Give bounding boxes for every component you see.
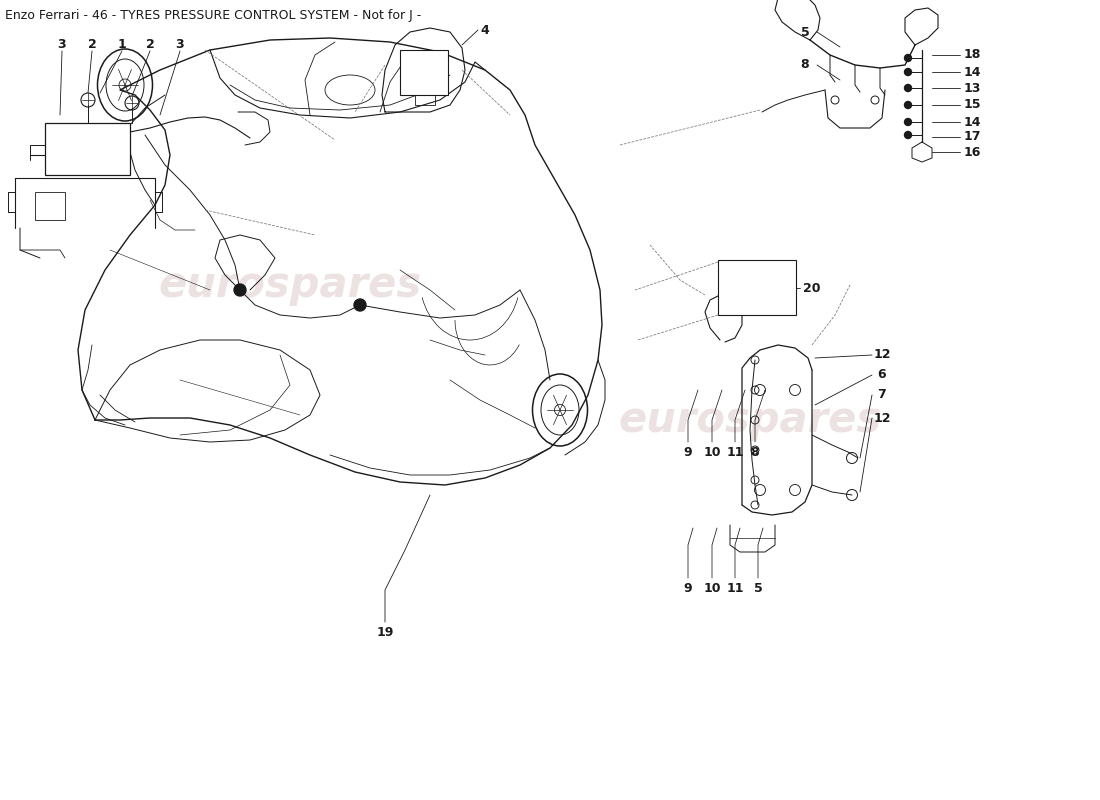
Text: 2: 2	[145, 38, 154, 50]
Circle shape	[234, 284, 246, 296]
FancyBboxPatch shape	[400, 50, 448, 95]
Text: 1: 1	[118, 38, 127, 50]
Text: 19: 19	[376, 626, 394, 638]
Text: 8: 8	[801, 58, 810, 71]
Text: 14: 14	[964, 66, 981, 78]
Text: 11: 11	[726, 582, 744, 594]
Text: 5: 5	[801, 26, 810, 38]
Text: 15: 15	[964, 98, 981, 111]
Text: 14: 14	[964, 115, 981, 129]
Circle shape	[904, 85, 912, 91]
Text: 17: 17	[964, 130, 981, 143]
Text: 3: 3	[57, 38, 66, 50]
Text: 12: 12	[873, 349, 891, 362]
Text: 13: 13	[964, 82, 981, 94]
FancyBboxPatch shape	[45, 123, 130, 175]
Text: 10: 10	[703, 582, 720, 594]
Text: 7: 7	[878, 389, 887, 402]
Text: 9: 9	[684, 582, 692, 594]
FancyBboxPatch shape	[35, 192, 65, 220]
FancyBboxPatch shape	[718, 260, 796, 315]
Text: eurospares: eurospares	[158, 264, 421, 306]
Circle shape	[904, 102, 912, 109]
Text: 12: 12	[873, 411, 891, 425]
Text: Enzo Ferrari - 46 - TYRES PRESSURE CONTROL SYSTEM - Not for J -: Enzo Ferrari - 46 - TYRES PRESSURE CONTR…	[6, 9, 421, 22]
Text: 8: 8	[750, 446, 759, 458]
Text: 2: 2	[88, 38, 97, 50]
Text: 20: 20	[803, 282, 821, 294]
Circle shape	[904, 54, 912, 62]
Text: 18: 18	[964, 49, 981, 62]
Circle shape	[904, 131, 912, 138]
Circle shape	[904, 118, 912, 126]
Text: 5: 5	[754, 582, 762, 594]
Text: 4: 4	[481, 23, 490, 37]
Text: 11: 11	[726, 446, 744, 458]
Text: 16: 16	[964, 146, 981, 158]
Text: 10: 10	[703, 446, 720, 458]
Text: 3: 3	[176, 38, 185, 50]
Text: eurospares: eurospares	[618, 399, 881, 441]
Text: 9: 9	[684, 446, 692, 458]
Circle shape	[354, 299, 366, 311]
Circle shape	[904, 69, 912, 75]
Text: 6: 6	[878, 369, 887, 382]
